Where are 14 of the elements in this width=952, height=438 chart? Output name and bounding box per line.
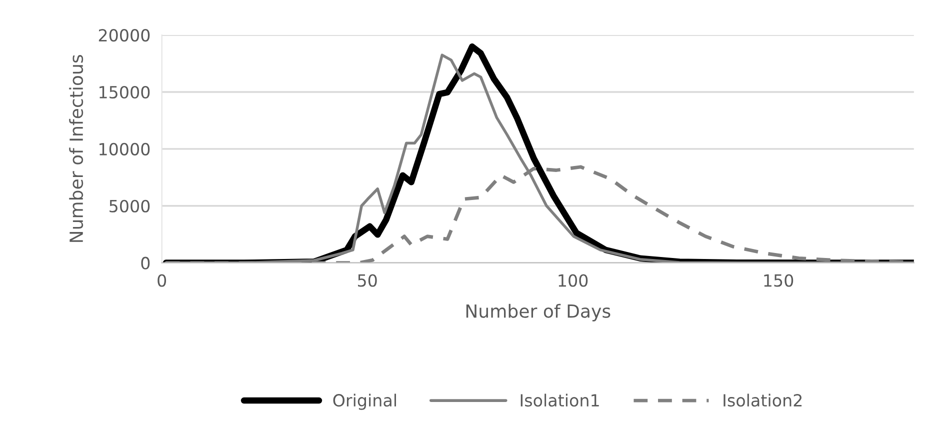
legend-label: Isolation2 (724, 394, 802, 407)
y-axis-title: Number of Infectious (69, 55, 84, 242)
y-tick-label: 15000 (100, 86, 150, 99)
x-tick-label: 100 (558, 274, 588, 287)
x-tick-label: 0 (158, 274, 166, 287)
y-tick-label: 5000 (110, 200, 150, 212)
legend-label: Original (333, 394, 396, 410)
x-tick-label: 150 (764, 274, 794, 287)
y-tick-label: 0 (141, 256, 150, 270)
x-tick-label: 50 (358, 274, 377, 287)
y-tick-label: 10000 (100, 142, 150, 156)
legend-label: Isolation1 (520, 394, 599, 407)
y-tick-label: 20000 (98, 29, 150, 42)
x-axis-title: Number of Days (466, 304, 610, 322)
